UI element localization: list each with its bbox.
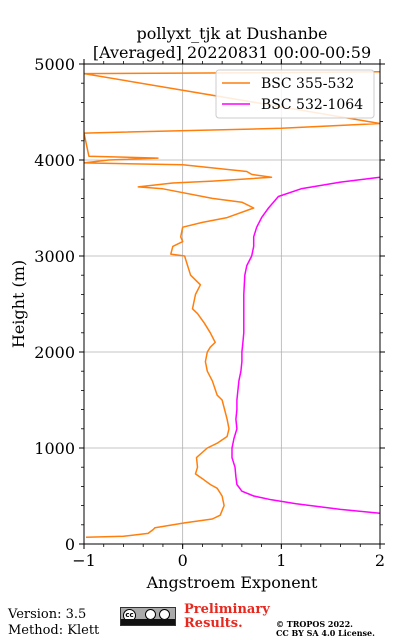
series-lines [84, 70, 380, 539]
license-bar [121, 619, 175, 625]
legend: BSC 355-532 BSC 532-1064 [215, 69, 375, 119]
y-tick-label: 3000 [34, 247, 75, 266]
series-line-1 [84, 70, 380, 539]
chart-title: pollyxt_tjk at Dushanbe [136, 24, 328, 43]
x-tick-label: 0 [178, 551, 188, 570]
legend-label: BSC 532-1064 [261, 97, 363, 113]
chart-subtitle: [Averaged] 20220831 00:00-00:59 [92, 43, 372, 62]
x-tick-label: −1 [72, 551, 96, 570]
y-tick-label: 0 [65, 535, 75, 554]
series-line-2 [231, 176, 380, 515]
legend-label: BSC 355-532 [261, 76, 354, 92]
y-axis-label: Height (m) [9, 260, 28, 348]
copyright-line: © TROPOS 2022. [276, 619, 353, 629]
x-tick-label: 2 [375, 551, 385, 570]
y-tick-label: 1000 [34, 439, 75, 458]
x-axis-label: Angstroem Exponent [146, 573, 318, 592]
copyright-notice: © TROPOS 2022. CC BY SA 4.0 License. [276, 620, 375, 638]
preliminary-line-2: Results. [184, 616, 243, 631]
y-tick-label: 4000 [34, 151, 75, 170]
grid-lines [83, 63, 381, 545]
version-label: Version: 3.5 [8, 607, 87, 622]
license-line: CC BY SA 4.0 License. [276, 628, 375, 638]
method-label: Method: Klett [8, 623, 100, 638]
x-tick-label: 1 [276, 551, 286, 570]
y-tick-label: 5000 [34, 55, 75, 74]
cc-by-sa-icon: cc [120, 607, 176, 626]
preliminary-notice: Preliminary Results. [184, 603, 270, 631]
y-tick-label: 2000 [34, 343, 75, 362]
preliminary-line-1: Preliminary [184, 602, 270, 617]
plot-frame [83, 63, 381, 545]
legend-box [215, 69, 375, 119]
